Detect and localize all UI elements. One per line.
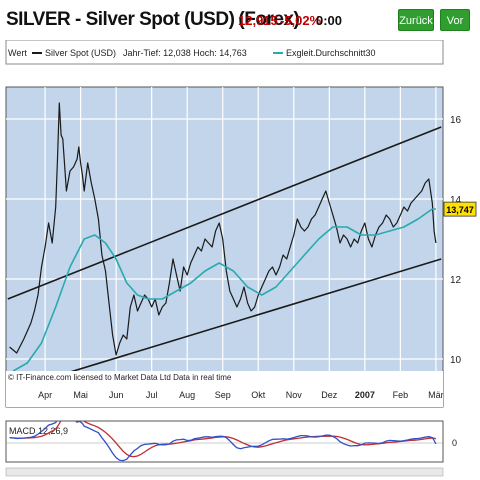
x-tick-label: Jun — [109, 390, 124, 400]
trend-channel — [7, 126, 442, 392]
silver-chart: Wert Silver Spot (USD) Jahr-Tief: 12,038… — [5, 40, 477, 477]
grid — [6, 87, 443, 371]
y-tick-label: 14 — [450, 195, 462, 206]
back-button[interactable]: Zurück — [398, 9, 434, 31]
macd-panel — [5, 420, 444, 463]
scrollbar[interactable] — [5, 467, 444, 477]
price-line — [9, 102, 437, 356]
x-tick-label: Mär — [428, 390, 444, 400]
price-change: -5,02% — [280, 13, 322, 28]
x-axis: Apr Mai Jun Jul Aug Sep Okt Nov Dez 2007 Feb Mär — [38, 390, 444, 400]
forward-button[interactable]: Vor — [440, 9, 470, 31]
legend-series-main: Silver Spot (USD) — [45, 48, 116, 58]
x-tick-label: 2007 — [355, 390, 375, 400]
x-tick-label: Aug — [179, 390, 195, 400]
macd-zero-tick: 0 — [452, 438, 457, 448]
page-title: SILVER - Silver Spot (USD) (Forex) — [6, 9, 300, 30]
last-value-box — [443, 201, 477, 217]
x-tick-label: Feb — [393, 390, 409, 400]
legend-label: Wert — [8, 48, 27, 58]
y-axis: 16 14 12 10 — [450, 115, 462, 366]
channel-line — [7, 258, 442, 392]
plot-area — [5, 86, 444, 408]
macd-line — [9, 421, 437, 462]
current-price: 12,915 — [238, 13, 278, 28]
legend-range: Jahr-Tief: 12,038 Hoch: 14,763 — [123, 48, 247, 58]
x-tick-label: Nov — [286, 390, 303, 400]
y-tick-label: 10 — [450, 355, 462, 366]
average-line — [12, 208, 436, 372]
macd-lines — [9, 421, 437, 462]
x-tick-label: Okt — [251, 390, 266, 400]
price-time: 0:00 — [316, 13, 343, 28]
footer-note: © IT-Finance.com licensed to Market Data… — [8, 373, 232, 382]
y-tick-label: 16 — [450, 115, 462, 126]
channel-line — [7, 126, 442, 300]
chart-header: SILVER - Silver Spot (USD) (Forex) 12,915… — [0, 0, 480, 40]
legend-box — [5, 40, 444, 65]
x-axis-band — [6, 383, 443, 407]
last-value-marker: 13,747 — [443, 201, 477, 217]
x-tick-label: Apr — [38, 390, 52, 400]
last-value-label: 13,747 — [446, 205, 474, 215]
x-tick-label: Dez — [321, 390, 338, 400]
macd-label: MACD 12,26,9 — [9, 426, 68, 436]
x-tick-label: Sep — [215, 390, 231, 400]
x-tick-label: Mai — [73, 390, 88, 400]
legend-series-avg: Exgleit.Durchschnitt30 — [286, 48, 376, 58]
series-group — [9, 102, 437, 372]
y-tick-label: 12 — [450, 275, 462, 286]
x-tick-label: Jul — [146, 390, 158, 400]
footer-note-bg — [6, 371, 443, 383]
